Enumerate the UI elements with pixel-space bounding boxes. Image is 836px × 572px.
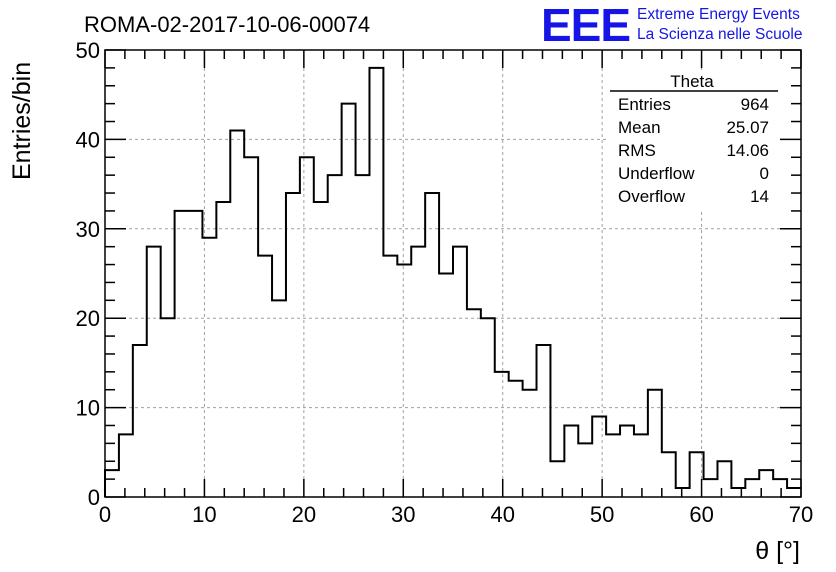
stats-label-rms: RMS xyxy=(618,141,656,160)
stats-label-entries: Entries xyxy=(618,95,671,114)
y-tick-labels: 0 10 20 30 40 50 xyxy=(76,38,100,510)
stats-background xyxy=(608,70,780,212)
logo-mark: EEE xyxy=(541,0,630,51)
stats-value-underflow: 0 xyxy=(760,164,769,183)
x-tick-label: 10 xyxy=(192,502,216,527)
stats-label-mean: Mean xyxy=(618,118,661,137)
stats-value-mean: 25.07 xyxy=(726,118,769,137)
y-tick-label: 50 xyxy=(76,38,100,63)
y-axis-title: Entries/bin xyxy=(8,62,36,180)
x-tick-label: 30 xyxy=(391,502,415,527)
x-tick-label: 20 xyxy=(292,502,316,527)
logo: EEE Extreme Energy Events La Scienza nel… xyxy=(541,0,802,51)
stats-value-rms: 14.06 xyxy=(726,141,769,160)
chart-title: ROMA-02-2017-10-06-00074 xyxy=(84,12,370,37)
x-axis-title: θ [°] xyxy=(755,537,800,565)
logo-line2: La Scienza nelle Scuole xyxy=(637,26,802,43)
x-tick-labels: 0 10 20 30 40 50 60 70 xyxy=(99,502,813,527)
stats-value-overflow: 14 xyxy=(750,187,769,206)
y-tick-label: 30 xyxy=(76,217,100,242)
y-tick-label: 40 xyxy=(76,127,100,152)
stats-box: Theta Entries 964 Mean 25.07 RMS 14.06 U… xyxy=(608,70,780,212)
stats-label-underflow: Underflow xyxy=(618,164,695,183)
x-tick-label: 60 xyxy=(689,502,713,527)
y-tick-label: 10 xyxy=(76,396,100,421)
plot-frame xyxy=(104,49,802,498)
y-tick-label: 20 xyxy=(76,306,100,331)
histogram-series xyxy=(104,66,801,497)
stats-label-overflow: Overflow xyxy=(618,187,686,206)
x-tick-label: 40 xyxy=(490,502,514,527)
x-tick-label: 70 xyxy=(789,502,813,527)
y-tick-label: 0 xyxy=(88,485,100,510)
logo-line1: Extreme Energy Events xyxy=(637,6,800,23)
stats-name: Theta xyxy=(670,72,714,91)
axis-ticks xyxy=(104,49,802,498)
stats-value-entries: 964 xyxy=(741,95,769,114)
x-tick-label: 0 xyxy=(99,502,111,527)
x-tick-label: 50 xyxy=(590,502,614,527)
